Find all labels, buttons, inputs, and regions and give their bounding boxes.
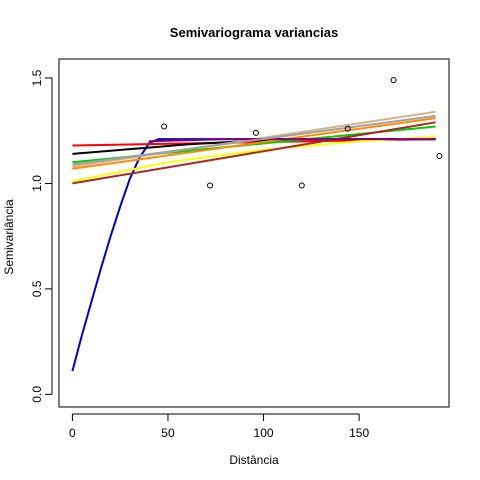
x-tick-label: 50 [161,426,175,440]
model-line-10 [72,114,436,166]
model-line-8 [72,121,436,185]
empirical-point [161,123,168,130]
model-lines-group [71,110,436,372]
x-tick-label: 150 [349,426,369,440]
y-axis-label: Semivariância [2,199,16,275]
model-line-9 [148,138,436,143]
empirical-point [298,182,305,189]
x-axis-label: Distância [229,453,279,467]
empirical-point [252,129,259,136]
plot-frame [58,58,450,408]
empirical-point [436,153,443,160]
x-tick-label: 0 [69,426,76,440]
y-tick-label: 0.0 [30,386,44,403]
chart-title: Semivariograma variancias [170,25,338,40]
empirical-points-group [161,77,443,189]
y-tick-label: 1.0 [30,175,44,192]
empirical-point [390,77,397,84]
empirical-point [207,182,214,189]
empirical-point [344,125,351,132]
y-tick-label: 0.5 [30,280,44,297]
x-tick-label: 100 [254,426,274,440]
y-tick-label: 1.5 [30,69,44,86]
model-line-6 [72,117,436,170]
axes-group: 0 50 100 150 0.0 0.5 1.0 1.5 [30,69,369,440]
